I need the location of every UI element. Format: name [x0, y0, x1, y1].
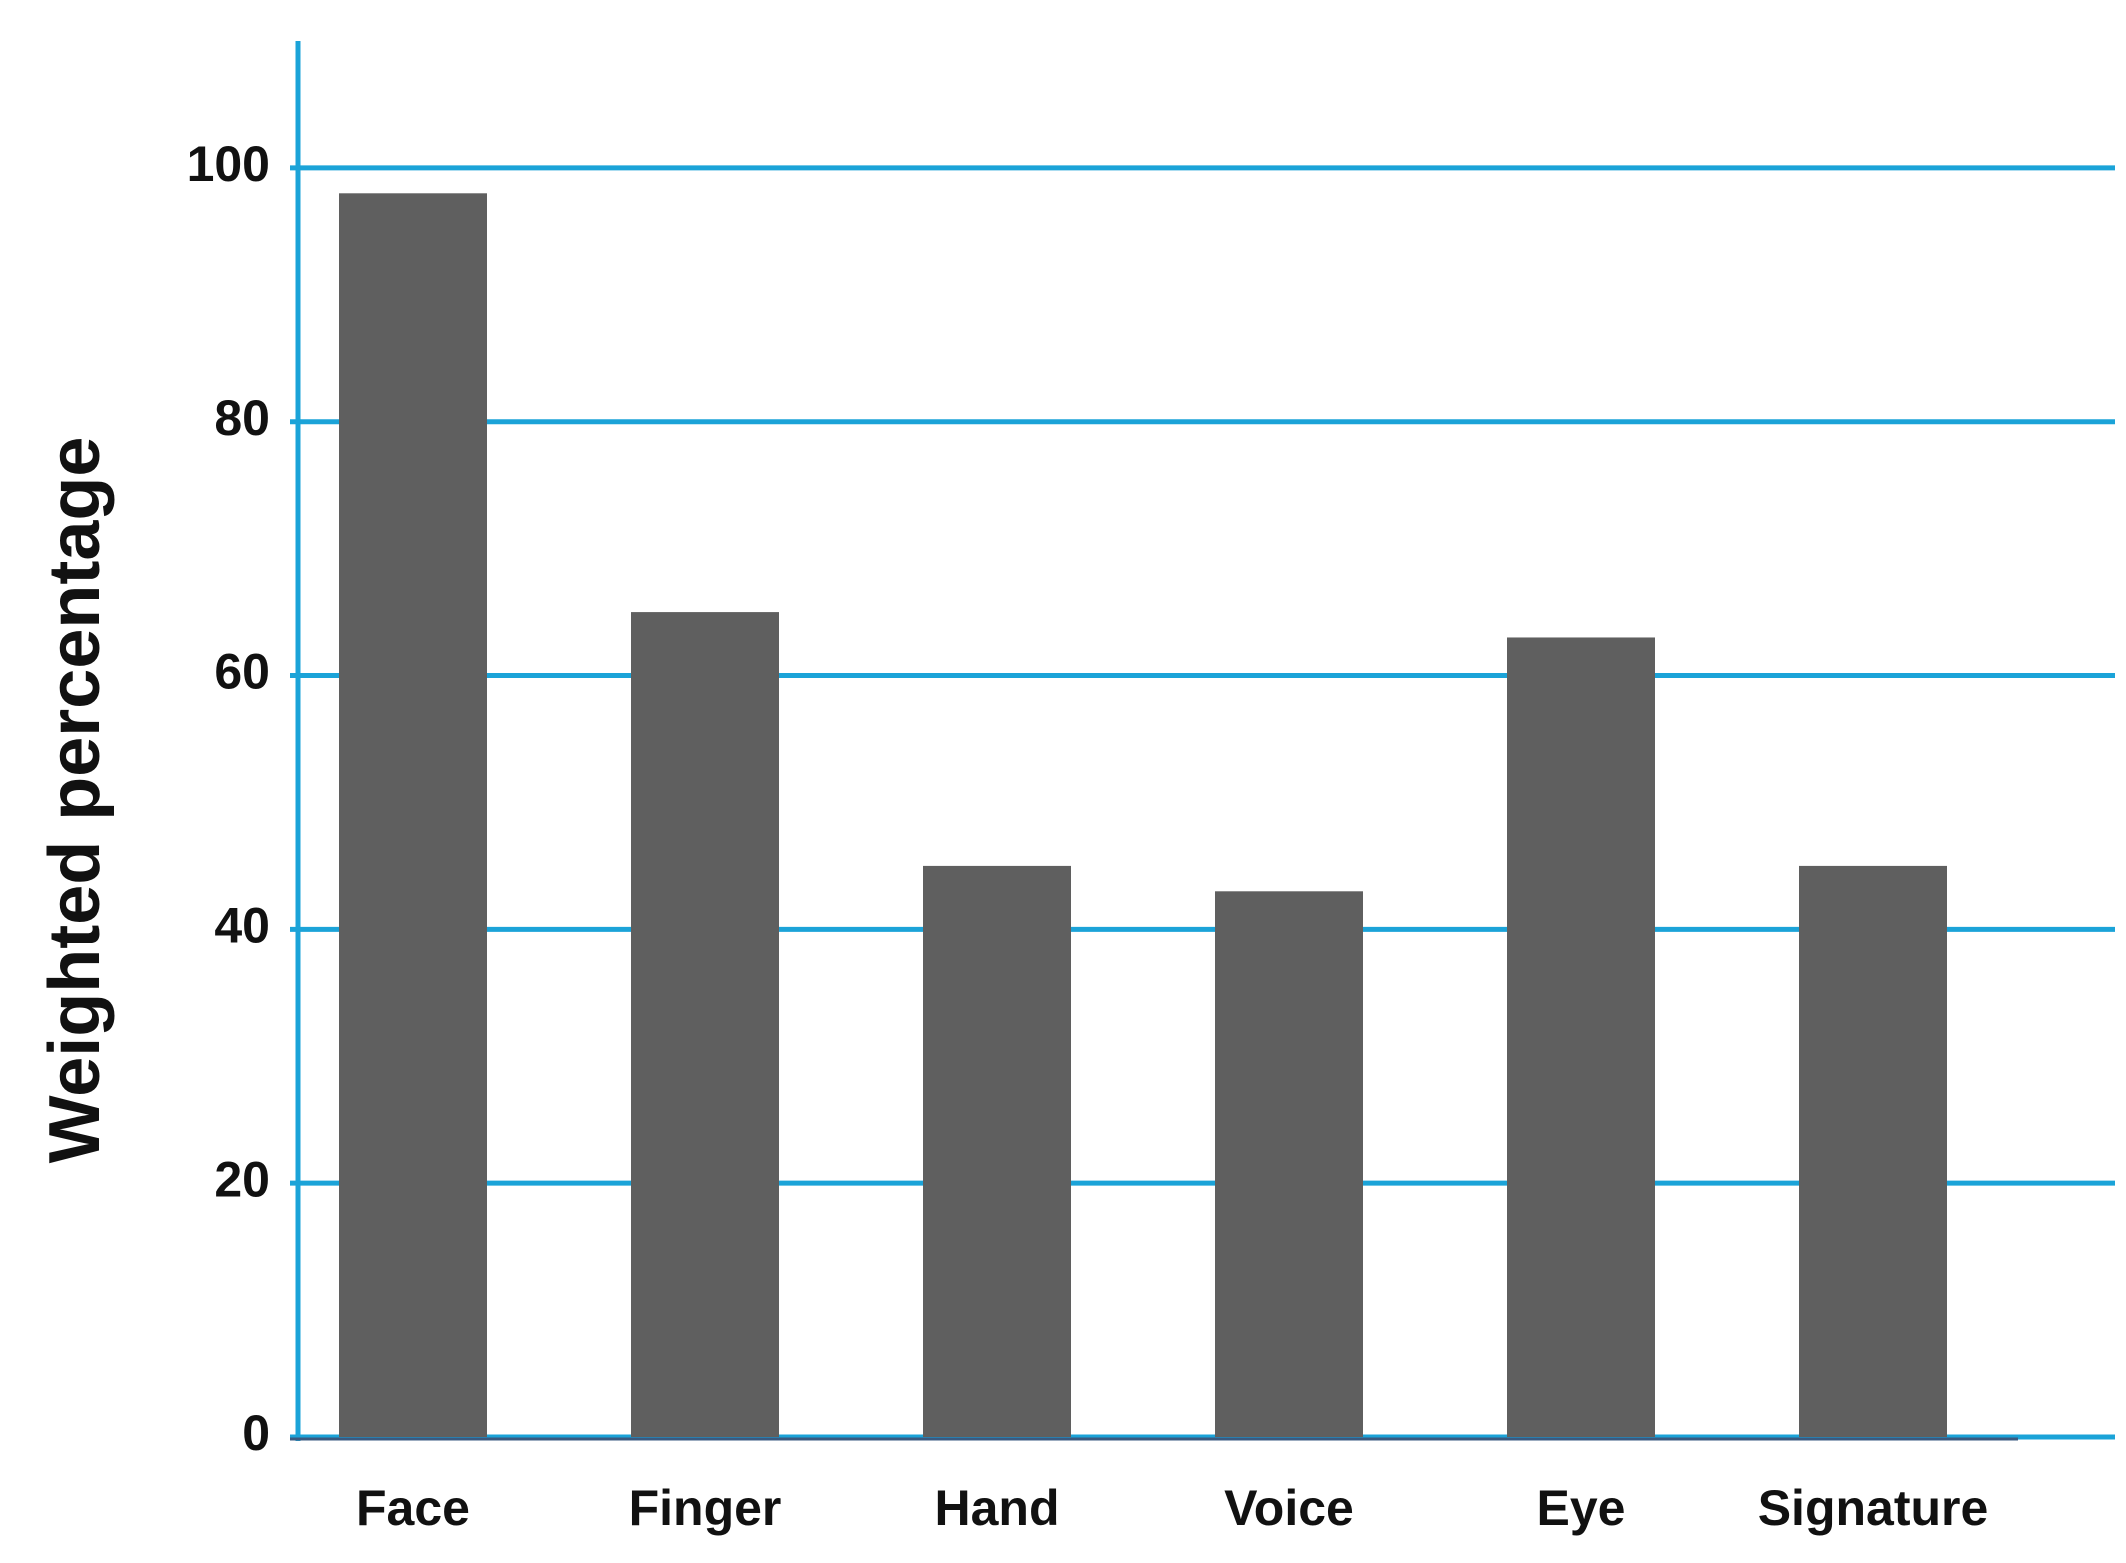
x-tick-label: Face — [356, 1480, 470, 1536]
x-tick-label: Finger — [629, 1480, 782, 1536]
x-tick-label: Signature — [1758, 1480, 1989, 1536]
x-tick-label: Eye — [1537, 1480, 1626, 1536]
bar — [1507, 637, 1655, 1437]
y-axis-label: Weighted percentage — [35, 437, 115, 1164]
bar — [923, 865, 1071, 1437]
bar — [339, 193, 487, 1438]
y-tick-label: 0 — [242, 1405, 270, 1461]
x-tick-label: Voice — [1224, 1480, 1354, 1536]
bar — [1799, 865, 1947, 1437]
y-tick-label: 100 — [187, 136, 270, 192]
y-tick-label: 40 — [214, 898, 270, 954]
bar — [1215, 891, 1363, 1437]
y-tick-label: 20 — [214, 1151, 270, 1207]
y-tick-label: 60 — [214, 644, 270, 700]
bar — [631, 612, 779, 1437]
y-tick-label: 80 — [214, 390, 270, 446]
x-tick-label: Hand — [935, 1480, 1060, 1536]
